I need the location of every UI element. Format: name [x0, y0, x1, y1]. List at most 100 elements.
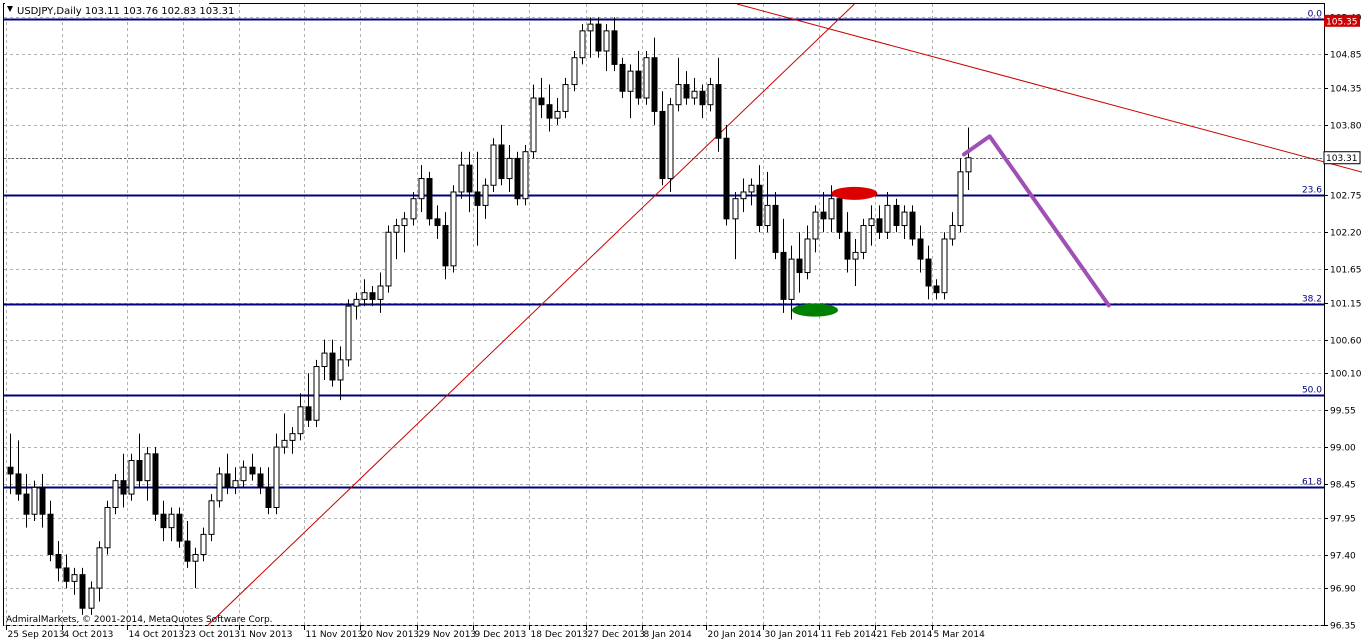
candle: [901, 205, 908, 239]
candle: [249, 453, 256, 481]
candle-body: [289, 433, 296, 441]
candle: [385, 225, 392, 293]
candle: [740, 178, 747, 213]
candle-body: [893, 204, 900, 227]
candle: [305, 373, 312, 427]
candle: [917, 225, 924, 273]
candle: [860, 218, 867, 260]
candle-body: [603, 30, 610, 52]
candle-body: [192, 554, 199, 562]
y-tick-label: 102.20: [1330, 229, 1362, 239]
fib-level-label: 38.2: [1302, 295, 1322, 305]
candle-body: [659, 110, 666, 180]
candle: [128, 453, 135, 501]
candle: [450, 185, 457, 273]
candle-body: [160, 513, 167, 529]
candle-body: [466, 164, 473, 193]
candle: [88, 581, 95, 615]
candle: [160, 500, 167, 542]
header-box: USDJPY,Daily 103.11 103.76 102.83 103.31: [5, 3, 234, 17]
fib-level-label: 61.8: [1302, 478, 1322, 488]
y-tick-label: 104.85: [1330, 51, 1362, 61]
candle: [458, 151, 465, 199]
candle: [442, 212, 449, 280]
candle-body: [490, 144, 497, 186]
candle: [498, 124, 505, 186]
candle: [699, 84, 706, 119]
candle-body: [257, 473, 264, 488]
candle: [538, 77, 545, 119]
y-tick-label: 101.65: [1330, 266, 1362, 276]
candle: [240, 460, 247, 488]
candle-body: [732, 198, 739, 220]
candle: [410, 191, 417, 226]
candle-body: [136, 460, 143, 482]
candle-body: [619, 63, 626, 92]
candle-body: [458, 164, 465, 193]
candle: [281, 413, 288, 454]
x-tick-label: 25 Sep 2013: [8, 630, 65, 640]
candle-body: [410, 198, 417, 220]
candle: [732, 191, 739, 260]
candle-body: [426, 178, 433, 220]
candle-body: [949, 225, 956, 240]
candle-body: [691, 90, 698, 99]
candle: [530, 84, 537, 159]
x-tick-label: 20 Nov 2013: [362, 630, 420, 640]
candle: [474, 151, 481, 246]
candle: [788, 245, 795, 320]
candle: [852, 238, 859, 286]
highlight-ellipse: [792, 303, 838, 317]
candle: [144, 447, 151, 501]
candle: [184, 520, 191, 568]
candle-body: [450, 191, 457, 267]
candle-body: [651, 57, 658, 112]
forecast-line: [961, 134, 1111, 308]
candle-body: [120, 480, 127, 495]
candle: [884, 191, 891, 239]
current-price-label: 103.31: [1326, 154, 1358, 164]
candle: [15, 440, 22, 501]
candle-body: [232, 480, 239, 488]
candle: [104, 500, 111, 555]
high-price-label: 105.35: [1326, 17, 1358, 27]
y-tick-label: 100.60: [1330, 337, 1362, 347]
candle: [345, 299, 352, 367]
candle: [546, 84, 553, 132]
candle: [136, 433, 143, 488]
candle: [377, 272, 384, 313]
candle-body: [112, 480, 119, 509]
candle-body: [329, 352, 336, 381]
candle-body: [756, 184, 763, 227]
candle-body: [442, 225, 449, 267]
candle: [820, 191, 827, 233]
candle: [361, 279, 368, 307]
candle: [47, 500, 54, 562]
candle: [756, 165, 763, 233]
candle-body: [401, 218, 408, 227]
candle-body: [23, 493, 30, 515]
candle: [39, 473, 46, 528]
candle: [836, 191, 843, 239]
candle-body: [176, 513, 183, 542]
candle-body: [683, 84, 690, 99]
candle-body: [643, 57, 650, 99]
candle-body: [715, 84, 722, 139]
highlight-ellipse: [831, 186, 878, 200]
candle: [112, 473, 119, 515]
candle: [63, 554, 70, 589]
candle-body: [281, 439, 288, 448]
x-tick-label: 11 Feb 2014: [821, 630, 877, 640]
symbol-header: USDJPY,Daily 103.11 103.76 102.83 103.31: [17, 6, 234, 17]
candle-body: [418, 178, 425, 200]
candle: [208, 494, 215, 542]
candle-body: [611, 30, 618, 65]
candle-body: [587, 23, 594, 32]
candle: [804, 225, 811, 280]
candle-body: [707, 84, 714, 106]
candle: [418, 165, 425, 213]
candle: [619, 57, 626, 98]
candle-body: [917, 238, 924, 260]
candle-body: [249, 466, 256, 475]
candle-body: [434, 218, 441, 227]
